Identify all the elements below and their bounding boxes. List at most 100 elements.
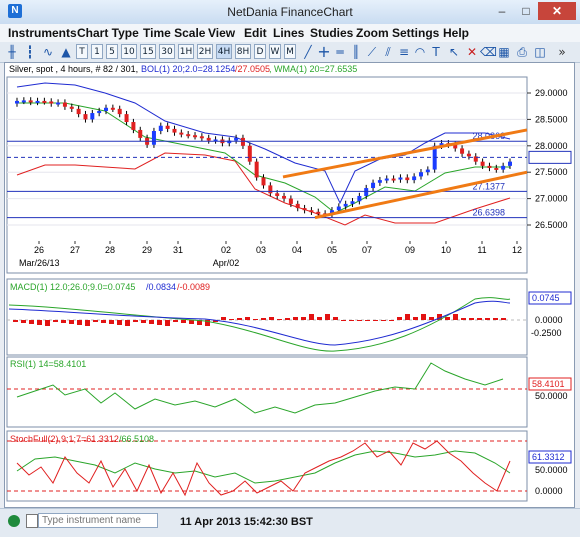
level-marker (528, 150, 572, 164)
app-icon: N (8, 4, 22, 18)
timeframe-weekly[interactable]: W (269, 44, 281, 59)
properties-icon[interactable]: ▦ (498, 45, 510, 59)
menu-studies[interactable]: Studies (310, 26, 354, 40)
menu-edit[interactable]: Edit (244, 26, 267, 40)
timeframe-4h[interactable]: 4H (216, 44, 232, 59)
menu-zoom[interactable]: Zoom (356, 26, 389, 40)
area-chart-icon[interactable]: ▲ (61, 45, 71, 59)
menu-instruments[interactable]: Instruments (8, 26, 77, 40)
trend-channel[interactable] (282, 128, 528, 220)
timeframe-10m[interactable]: 10 (121, 44, 137, 59)
macd-header-a: MACD(1) 12.0;26.0;9.0=0.0745 (10, 282, 135, 292)
candle-up (213, 139, 218, 142)
crosshair-icon[interactable]: + (317, 42, 331, 61)
candle-up (227, 140, 232, 144)
candle-up (336, 206, 341, 211)
stoch-pane[interactable] (6, 430, 528, 502)
time-label: 04 (292, 245, 302, 255)
timeframe-15m[interactable]: 15 (140, 44, 156, 59)
macd-histogram-bar (189, 320, 194, 324)
candle-down (460, 148, 465, 154)
hline-icon[interactable]: ═ (336, 45, 344, 59)
rsi-axis-label: 58.4101 (532, 379, 565, 389)
timeframe-1m[interactable]: 1 (91, 44, 103, 59)
pointer-icon[interactable]: ↖ (448, 45, 460, 59)
overflow-icon[interactable]: » (558, 45, 566, 59)
instrument-search-input[interactable] (38, 513, 158, 528)
timeframe-8h[interactable]: 8H (235, 44, 251, 59)
price-axis: 29.0000 28.5000 28.0000 27.5000 27.0000 26.50… (527, 88, 568, 230)
timeframe-monthly[interactable]: M (284, 44, 296, 59)
fibonacci-icon[interactable]: ≡ (398, 45, 410, 59)
macd-histogram-bar (101, 320, 106, 323)
menu-settings[interactable]: Settings (392, 26, 440, 40)
menu-lines[interactable]: Lines (273, 26, 305, 40)
time-label: 27 (70, 245, 80, 255)
minimize-button[interactable]: – (498, 4, 506, 18)
macd-histogram-bar (269, 317, 274, 320)
stoch-header-b: /66.5108 (119, 434, 154, 444)
candle-up (151, 131, 156, 145)
macd-histogram-bar (429, 317, 434, 320)
time-axis: 26 27 28 29 31 02 03 04 05 07 09 10 11 12 Mar/26/13 Apr… (19, 241, 522, 268)
arc-icon[interactable]: ◠ (414, 45, 426, 59)
price-label: 28.5000 (535, 114, 568, 124)
main-pane[interactable] (6, 76, 528, 274)
macd-histogram-bar (341, 320, 346, 321)
draw-line-icon[interactable]: ╱ (304, 45, 312, 59)
candle-up (234, 137, 239, 141)
macd-histogram-bar (69, 320, 74, 324)
erase-all-icon[interactable]: ⌫ (480, 45, 497, 59)
macd-histogram-bar (93, 320, 98, 322)
timeframe-1h[interactable]: 1H (178, 44, 194, 59)
time-label: 12 (512, 245, 522, 255)
macd-histogram-bar (109, 320, 114, 324)
print-icon[interactable]: ⎙ (517, 45, 527, 59)
macd-histogram-bar (117, 320, 122, 325)
menu-chart-type[interactable]: Chart Type (77, 26, 139, 40)
timeframe-2h[interactable]: 2H (197, 44, 213, 59)
macd-histogram-bar (405, 314, 410, 320)
candlestick-icon[interactable]: ┇ (26, 45, 34, 59)
candle-up (56, 102, 61, 105)
timeframe-30m[interactable]: 30 (159, 44, 175, 59)
note-icon[interactable] (26, 514, 38, 528)
candle-down (110, 107, 115, 110)
bollinger-lower (16, 152, 511, 226)
delete-icon[interactable]: ✕ (466, 45, 478, 59)
candle-up (15, 100, 19, 104)
candle-up (425, 169, 430, 173)
stochastic-plot: 61.3312 50.0000 0.0000 (7, 440, 572, 497)
candle-down (391, 178, 396, 181)
candle-up (104, 107, 109, 111)
candle-up (90, 113, 95, 120)
text-tool-icon[interactable]: T (432, 45, 440, 59)
timeframe-daily[interactable]: D (254, 44, 266, 59)
menu-view[interactable]: View (208, 26, 236, 40)
channel-icon[interactable]: ⫽ (385, 45, 391, 59)
macd-histogram-bar (157, 320, 162, 325)
vline-icon[interactable]: ║ (352, 45, 360, 59)
maximize-button[interactable]: □ (522, 4, 530, 18)
macd-value-box (528, 291, 572, 305)
macd-histogram-bar (421, 314, 426, 320)
timeframe-5m[interactable]: 5 (106, 44, 118, 59)
candle-down (316, 211, 321, 214)
menu-time-scale[interactable]: Time Scale (143, 26, 206, 40)
line-chart-icon[interactable]: ∿ (42, 45, 54, 59)
menu-help[interactable]: Help (443, 26, 470, 40)
candle-down (282, 195, 287, 199)
window-split-icon[interactable]: ◫ (534, 45, 546, 59)
candle-down (240, 137, 245, 146)
macd-histogram-bar (245, 317, 250, 320)
candle-down (206, 137, 211, 141)
macd-histogram-bar (37, 320, 42, 325)
timeframe-tick[interactable]: T (76, 44, 88, 59)
close-button[interactable]: ✕ (538, 2, 576, 20)
bar-chart-icon[interactable]: ╫ (8, 45, 16, 59)
macd-axis-label: 0.0745 (532, 293, 560, 303)
candle-up (364, 188, 369, 196)
trend-up-icon[interactable]: ⟋ (367, 45, 377, 59)
